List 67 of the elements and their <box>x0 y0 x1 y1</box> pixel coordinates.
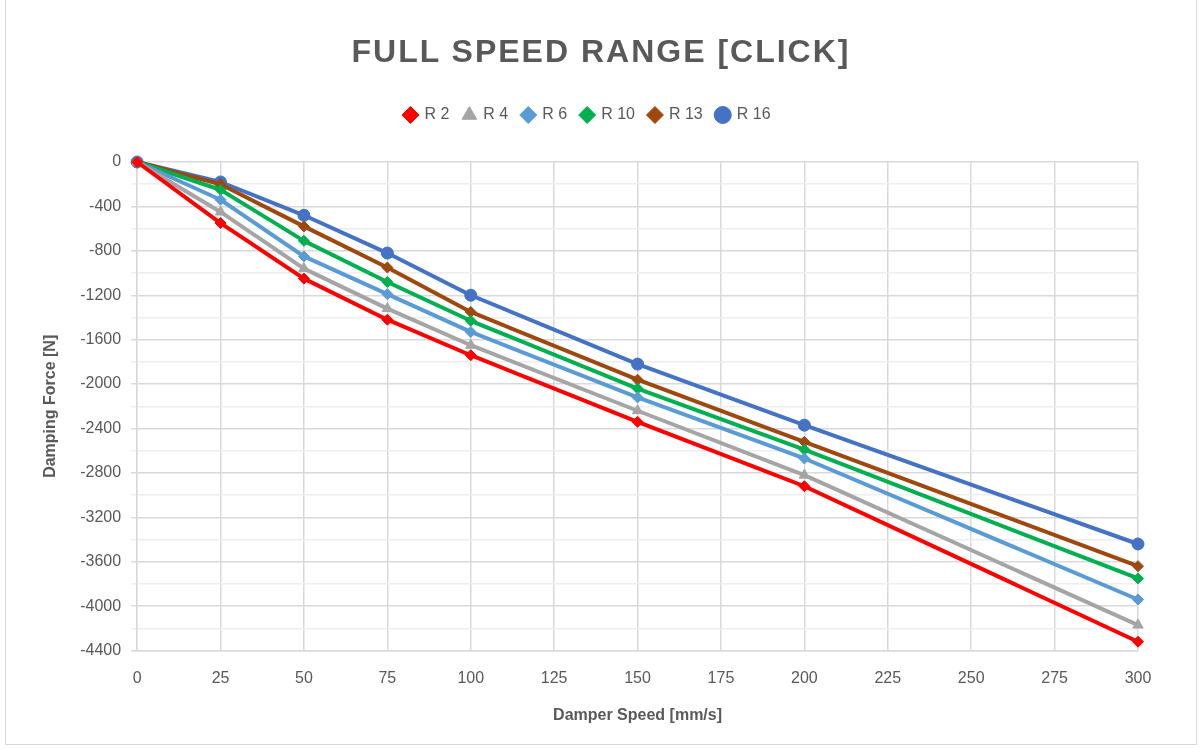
x-tick-label: 275 <box>1041 668 1069 686</box>
legend-label: R 16 <box>736 105 771 123</box>
legend-label: R 6 <box>542 105 568 123</box>
y-tick-label: -1600 <box>80 330 122 348</box>
legend-label: R 10 <box>601 105 636 123</box>
chart-title: FULL SPEED RANGE [CLICK] <box>351 32 851 69</box>
point <box>798 443 811 456</box>
y-tick-label: -3200 <box>80 507 122 525</box>
point <box>297 220 310 233</box>
x-tick-label: 75 <box>378 668 397 686</box>
y-tick-label: -400 <box>89 196 122 214</box>
point <box>464 288 478 302</box>
point <box>631 415 644 428</box>
x-tick-label: 250 <box>957 668 985 686</box>
x-tick-label: 175 <box>707 668 735 686</box>
legend-label: R 4 <box>483 105 509 123</box>
y-tick-label: -2800 <box>80 463 122 481</box>
y-tick-label: 0 <box>112 152 122 170</box>
point <box>464 349 477 362</box>
point <box>381 313 394 326</box>
x-tick-label: 225 <box>874 668 902 686</box>
point <box>631 382 644 395</box>
x-tick-label: 200 <box>791 668 818 686</box>
y-tick-label: -3600 <box>80 552 122 570</box>
point <box>464 325 477 338</box>
y-tick-label: -800 <box>89 241 122 259</box>
x-tick-label: 25 <box>211 668 230 686</box>
point <box>1132 593 1144 606</box>
x-tick-label: 150 <box>624 668 652 686</box>
point <box>464 305 477 318</box>
y-tick-label: -2000 <box>80 374 122 392</box>
point <box>214 217 227 230</box>
point <box>1132 635 1144 648</box>
point <box>381 275 394 288</box>
point <box>798 452 811 465</box>
point <box>214 193 227 206</box>
x-axis-title: Damper Speed [mm/s] <box>553 705 723 723</box>
point <box>1131 537 1145 551</box>
legend-label: R 2 <box>424 105 450 123</box>
point <box>1132 572 1144 585</box>
x-tick-label: 300 <box>1124 668 1152 686</box>
legend-label: R 13 <box>668 105 703 123</box>
point <box>464 314 477 327</box>
point <box>631 373 644 386</box>
y-tick-label: -4000 <box>80 596 122 614</box>
y-tick-label: -2400 <box>80 418 122 436</box>
point <box>1132 560 1144 573</box>
point <box>380 246 394 260</box>
point <box>798 480 811 493</box>
point <box>297 272 310 285</box>
point <box>381 288 394 301</box>
x-tick-label: 0 <box>132 668 142 686</box>
y-tick-label: -1200 <box>80 285 122 303</box>
x-tick-label: 125 <box>540 668 568 686</box>
point <box>631 357 645 371</box>
x-tick-label: 100 <box>457 668 485 686</box>
x-tick-label: 50 <box>295 668 313 686</box>
point <box>381 261 394 274</box>
point <box>631 391 644 404</box>
y-axis-title: Damping Force [N] <box>41 334 59 478</box>
y-tick-label: -4400 <box>80 641 122 659</box>
point <box>297 250 310 263</box>
point <box>297 234 310 247</box>
point <box>1132 618 1144 629</box>
point <box>797 418 811 432</box>
point <box>214 183 227 196</box>
point <box>297 208 311 222</box>
